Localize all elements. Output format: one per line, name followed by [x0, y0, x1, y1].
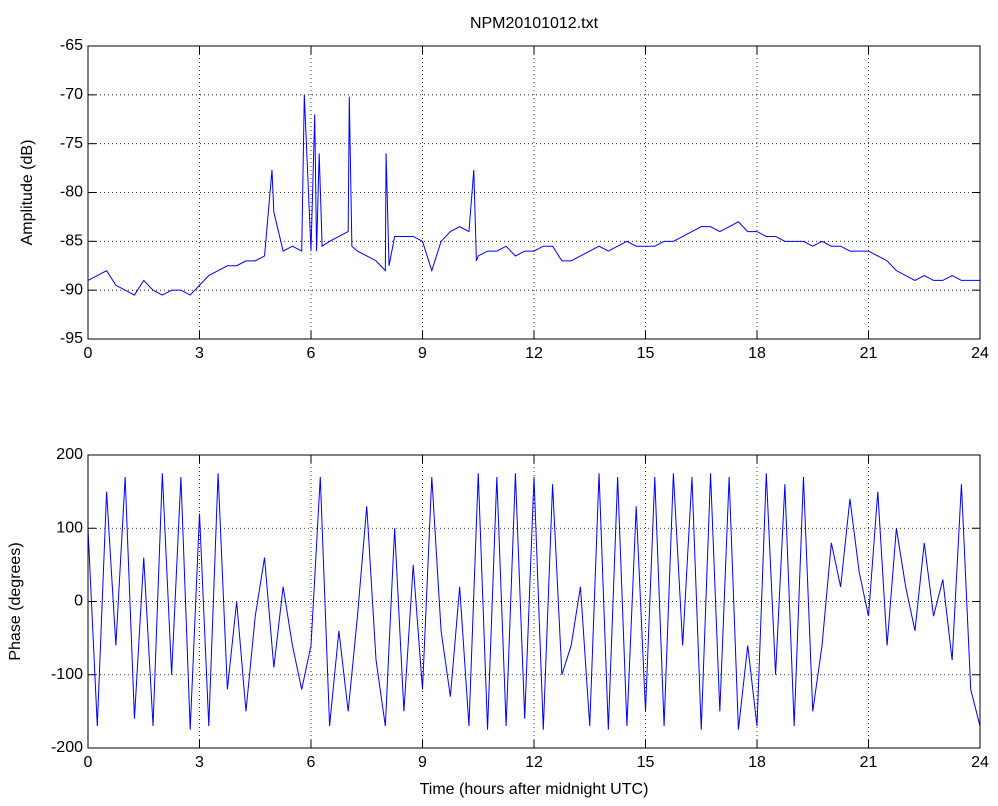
x-tick-label: 12	[525, 345, 543, 362]
data-line	[87, 473, 981, 730]
x-tick-label: 9	[418, 345, 427, 362]
y-axis-label: Phase (degrees)	[7, 542, 24, 660]
y-tick-label: 200	[56, 446, 83, 463]
x-tick-label: 12	[525, 754, 543, 771]
plot-area	[88, 46, 980, 339]
x-tick-label: 15	[637, 754, 655, 771]
y-tick-label: -65	[60, 37, 83, 54]
x-tick-label: 3	[195, 754, 204, 771]
plot-area	[88, 455, 980, 748]
data-line	[87, 94, 980, 296]
x-tick-label: 15	[637, 345, 655, 362]
axes-frame	[87, 454, 981, 749]
x-tick-label: 18	[748, 754, 766, 771]
x-tick-label: 24	[971, 754, 989, 771]
y-tick-label: -70	[60, 86, 83, 103]
x-tick-label: 18	[748, 345, 766, 362]
y-tick-label: -100	[51, 666, 83, 683]
x-tick-label: 0	[84, 754, 93, 771]
y-tick-label: -75	[60, 135, 83, 152]
y-tick-label: -95	[60, 330, 83, 347]
x-tick-label: 3	[195, 345, 204, 362]
y-tick-label: -80	[60, 184, 83, 201]
x-tick-label: 21	[860, 345, 878, 362]
x-tick-label: 24	[971, 345, 989, 362]
y-axis-label: Amplitude (dB)	[19, 140, 36, 246]
chart-title: NPM20101012.txt	[470, 15, 599, 32]
y-tick-label: -90	[60, 281, 83, 298]
x-tick-label: 9	[418, 754, 427, 771]
x-tick-label: 6	[307, 754, 316, 771]
y-tick-label: -85	[60, 233, 83, 250]
axes-frame	[87, 45, 981, 340]
x-axis-label: Time (hours after midnight UTC)	[420, 781, 649, 798]
x-tick-label: 21	[860, 754, 878, 771]
y-tick-label: -200	[51, 739, 83, 756]
x-tick-label: 0	[84, 345, 93, 362]
x-tick-label: 6	[307, 345, 316, 362]
y-tick-label: 100	[56, 519, 83, 536]
y-tick-label: 0	[74, 593, 83, 610]
